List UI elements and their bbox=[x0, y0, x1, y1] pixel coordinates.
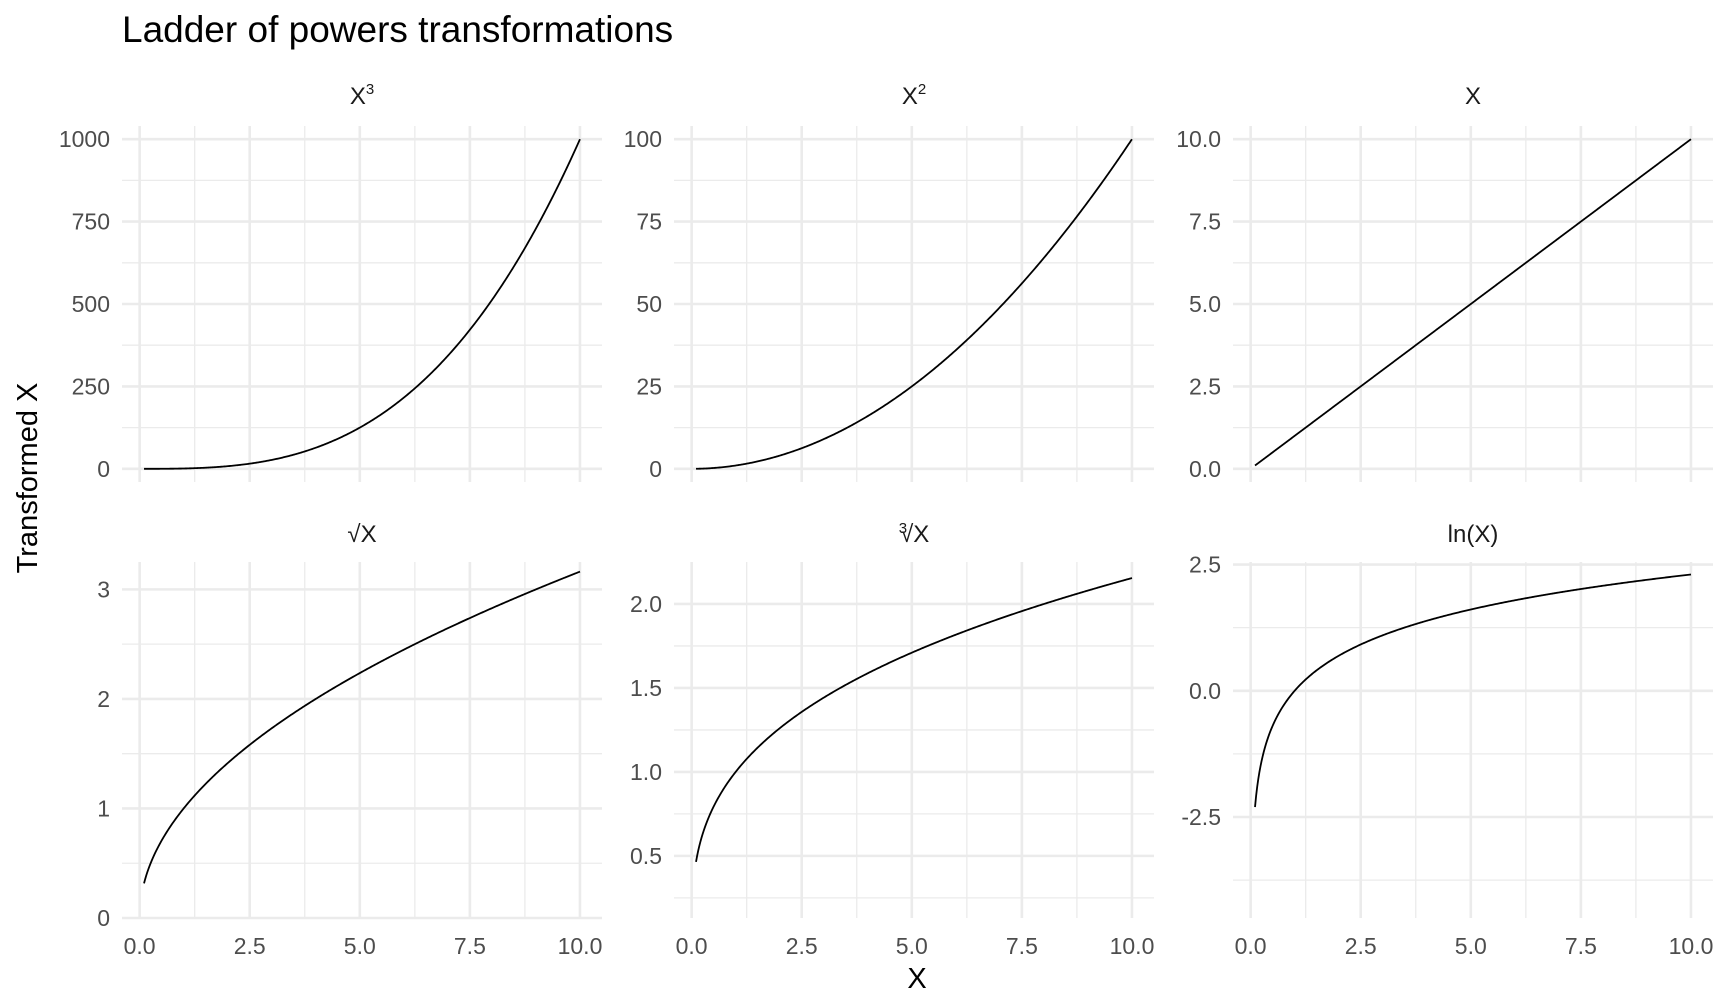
panel-5-y-tick-label: 0.5 bbox=[630, 843, 662, 869]
panel-2-y-tick-label: 100 bbox=[624, 126, 662, 152]
panel-2-y-tick-label: 0 bbox=[649, 456, 662, 482]
panel-6-x-tick-label: 0.0 bbox=[1235, 933, 1267, 959]
panel-3-strip-label: X bbox=[1465, 83, 1481, 110]
panel-4-x-tick-label: 10.0 bbox=[558, 933, 603, 959]
panel-2: 0 25 50 75 100 X2 bbox=[624, 81, 1154, 482]
panel-6-curve bbox=[1254, 573, 1692, 808]
panel-3-y-tick-label: 7.5 bbox=[1189, 209, 1221, 235]
panel-4-x-tick-label: 2.5 bbox=[234, 933, 266, 959]
facet-panels: 02505007501000X30255075100X20.02.55.07.5… bbox=[59, 81, 1714, 959]
panel-6-y-tick-label: -2.5 bbox=[1181, 804, 1221, 830]
panel-4-x-tick-label: 7.5 bbox=[454, 933, 486, 959]
panel-6-strip-label: ln(X) bbox=[1448, 521, 1499, 548]
panel-3-y-tick-label: 5.0 bbox=[1189, 291, 1221, 317]
panel-1-y-tick-label: 0 bbox=[97, 456, 110, 482]
panel-2-y-tick-label: 50 bbox=[636, 291, 662, 317]
y-axis-title: Transformed X bbox=[12, 383, 44, 574]
panel-5-x-tick-label: 10.0 bbox=[1110, 933, 1155, 959]
panel-5: 0.5 1.0 1.5 2.0 0.0 2.5 5.0 7.5 10.0 3√X bbox=[630, 520, 1154, 959]
panel-6-x-tick-label: 5.0 bbox=[1455, 933, 1487, 959]
panel-5-y-tick-label: 1.0 bbox=[630, 759, 662, 785]
panel-1-y-tick-label: 1000 bbox=[59, 126, 110, 152]
panel-6-x-tick-label: 2.5 bbox=[1345, 933, 1377, 959]
panel-1-y-tick-label: 750 bbox=[72, 209, 110, 235]
panel-3: 0.0 2.5 5.0 7.5 10.0 X bbox=[1176, 83, 1713, 482]
panel-3-y-tick-label: 10.0 bbox=[1176, 126, 1221, 152]
panel-5-x-tick-label: 0.0 bbox=[676, 933, 708, 959]
panel-1-y-tick-label: 250 bbox=[72, 373, 110, 399]
panel-4: 0 1 2 3 0.0 2.5 5.0 7.5 10.0 √X bbox=[97, 521, 602, 959]
panel-4-y-tick-label: 0 bbox=[97, 905, 110, 931]
panel-6: -2.5 0.0 2.5 0.0 2.5 5.0 7.5 10.0 ln(X) bbox=[1181, 521, 1713, 959]
panel-5-y-tick-label: 2.0 bbox=[630, 591, 662, 617]
panel-3-y-tick-label: 0.0 bbox=[1189, 456, 1221, 482]
panel-4-y-tick-label: 1 bbox=[97, 795, 110, 821]
panel-1: 0 250 500 750 1000 X3 bbox=[59, 81, 602, 482]
panel-5-x-tick-label: 7.5 bbox=[1006, 933, 1038, 959]
panel-1-strip-label: X3 bbox=[350, 81, 374, 110]
panel-5-x-tick-label: 2.5 bbox=[786, 933, 818, 959]
panel-3-y-tick-label: 2.5 bbox=[1189, 373, 1221, 399]
panel-6-x-tick-label: 10.0 bbox=[1669, 933, 1714, 959]
panel-3-curve bbox=[1254, 138, 1692, 467]
panel-6-x-tick-label: 7.5 bbox=[1565, 933, 1597, 959]
panel-4-y-tick-label: 3 bbox=[97, 576, 110, 602]
panel-1-y-tick-label: 500 bbox=[72, 291, 110, 317]
panel-5-y-tick-label: 1.5 bbox=[630, 675, 662, 701]
panel-6-y-tick-label: 0.0 bbox=[1189, 678, 1221, 704]
panel-2-y-tick-label: 75 bbox=[636, 209, 662, 235]
panel-2-curve bbox=[696, 138, 1133, 470]
panel-4-x-tick-label: 0.0 bbox=[124, 933, 156, 959]
panel-4-x-tick-label: 5.0 bbox=[344, 933, 376, 959]
panel-5-curve bbox=[695, 577, 1133, 863]
panel-1-curve bbox=[144, 138, 581, 470]
panel-5-strip-label: 3√X bbox=[899, 520, 930, 548]
panel-6-y-tick-label: 2.5 bbox=[1189, 552, 1221, 578]
panel-2-strip-label: X2 bbox=[902, 81, 926, 110]
panel-4-strip-label: √X bbox=[347, 521, 376, 548]
panel-5-x-tick-label: 5.0 bbox=[896, 933, 928, 959]
chart-title: Ladder of powers transformations bbox=[122, 9, 673, 50]
x-axis-title: X bbox=[907, 963, 926, 995]
panel-4-curve bbox=[143, 570, 581, 884]
panel-4-y-tick-label: 2 bbox=[97, 686, 110, 712]
panel-2-y-tick-label: 25 bbox=[636, 373, 662, 399]
